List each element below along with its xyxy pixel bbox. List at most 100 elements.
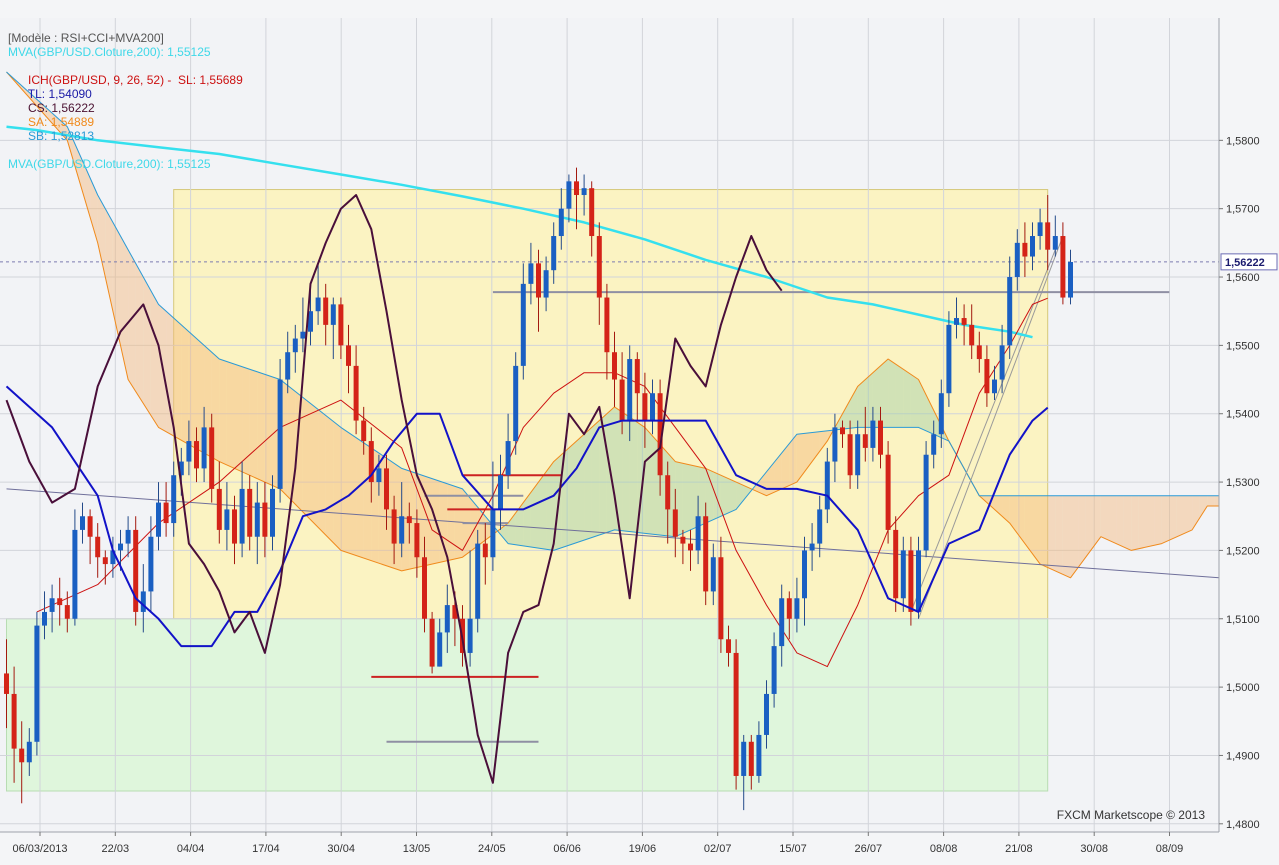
candle	[498, 454, 503, 530]
candle	[247, 475, 253, 551]
candle-body	[718, 557, 724, 640]
candle-body	[908, 550, 914, 612]
candle-body	[650, 393, 655, 421]
candle	[680, 529, 686, 565]
x-tick-label: 13/05	[403, 843, 431, 855]
cloud-segment	[1017, 495, 1025, 544]
candle-body	[11, 693, 17, 749]
candle	[11, 666, 17, 783]
cloud-segment	[1108, 495, 1117, 544]
candle	[992, 365, 997, 401]
cs-legend: CS: 1,56222	[28, 101, 95, 115]
candle	[536, 249, 541, 332]
y-axis-panel	[1219, 0, 1279, 860]
candle-body	[680, 536, 686, 544]
candle	[862, 406, 868, 462]
cloud-segment	[112, 222, 121, 346]
candle-body	[368, 441, 374, 483]
candle	[42, 591, 47, 640]
candle-body	[285, 352, 291, 380]
candle-body	[300, 331, 306, 339]
candle	[353, 345, 359, 435]
candle	[87, 509, 93, 565]
candle-body	[619, 379, 625, 421]
candle-body	[384, 468, 389, 510]
candle-body	[855, 434, 861, 476]
candle-body	[558, 208, 564, 237]
x-tick-label: 30/08	[1080, 843, 1108, 855]
candle-body	[551, 236, 557, 271]
cloud-segment	[1192, 495, 1200, 530]
candle-body	[232, 509, 237, 544]
cloud-segment	[340, 427, 349, 553]
candle-body	[581, 188, 587, 196]
candle-body	[422, 557, 427, 619]
candle	[26, 728, 32, 776]
cloud-segment	[310, 403, 319, 528]
cloud-segment	[150, 290, 159, 428]
candle	[216, 461, 222, 544]
candle-body	[885, 454, 891, 530]
candle	[414, 509, 420, 578]
cloud-segment	[1009, 495, 1018, 534]
candle-body	[832, 427, 838, 462]
candle	[346, 324, 351, 394]
cloud-segment	[1146, 495, 1155, 547]
candle-body	[566, 181, 572, 209]
model-label: [Modèle : RSI+CCI+MVA200]	[8, 31, 164, 45]
cloud-segment	[1131, 495, 1139, 551]
candle-body	[764, 693, 769, 735]
cloud-segment	[903, 369, 911, 428]
candle-body	[840, 427, 845, 435]
candle	[323, 283, 329, 346]
candle	[239, 461, 245, 558]
candle	[596, 222, 602, 325]
candle-body	[627, 359, 633, 421]
cloud-segment	[568, 441, 577, 546]
candle-body	[748, 741, 754, 776]
candle	[710, 543, 716, 606]
candle-body	[847, 434, 853, 476]
candle-body	[1052, 236, 1058, 250]
cloud-segment	[264, 374, 273, 486]
candle-body	[1045, 222, 1051, 250]
trend-line	[910, 249, 1056, 613]
candle	[209, 413, 215, 503]
candle-body	[201, 427, 207, 469]
cloud-segment	[29, 92, 37, 107]
cloud-segment	[44, 106, 53, 124]
tenkan-sen-line	[5, 385, 1049, 648]
mva200-line	[6, 125, 1033, 339]
candle-body	[862, 434, 868, 448]
candle-body	[482, 543, 488, 558]
candle	[422, 536, 427, 633]
cloud-segment	[857, 379, 866, 428]
cloud-segment	[530, 482, 539, 549]
cloud-segment	[242, 366, 250, 476]
cloud-segment	[287, 385, 296, 505]
candle	[292, 324, 298, 373]
tl-legend: TL: 1,54090	[27, 87, 92, 101]
cloud-segment	[188, 331, 197, 449]
y-tick-label: 1,5300	[1226, 477, 1260, 489]
candle	[1022, 222, 1028, 278]
candle-body	[688, 543, 693, 551]
candle-body	[87, 516, 93, 537]
candle-body	[741, 741, 747, 776]
candle	[270, 475, 275, 551]
candle	[201, 406, 207, 483]
candle	[1060, 222, 1066, 305]
candle	[330, 297, 336, 360]
cloud-segment	[1024, 495, 1033, 554]
candle-body	[893, 529, 899, 599]
cloud-segment	[295, 391, 303, 512]
candle	[900, 536, 906, 612]
cloud-segment	[120, 236, 129, 380]
cloud-segment	[196, 338, 205, 454]
cloud-segment	[812, 431, 820, 462]
candle	[102, 550, 108, 585]
candle-body	[642, 393, 648, 421]
cloud-segment	[819, 430, 828, 452]
candle-body	[809, 543, 815, 551]
